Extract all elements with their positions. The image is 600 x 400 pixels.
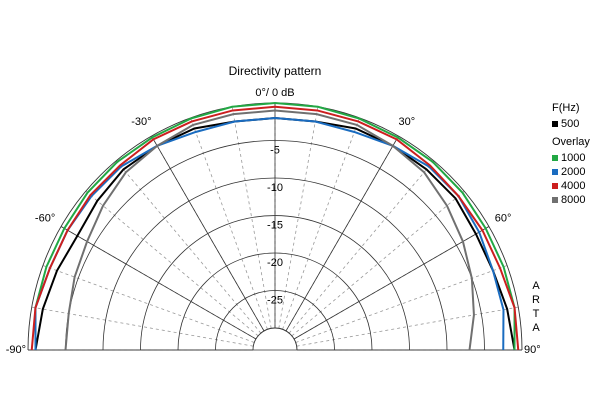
r-tick-label: -5 [270,144,280,156]
r-tick-label: -25 [267,294,283,306]
angle-label: -90° [6,344,26,356]
legend-label: 4000 [561,180,585,192]
ring [140,215,410,351]
watermark: ARTA [530,280,542,336]
ring [102,177,448,351]
ring [215,290,335,351]
legend-swatch [552,183,558,189]
series-line [30,105,520,351]
series-line [64,109,475,351]
r-tick-label: -10 [267,182,283,194]
angle-label: 60° [495,212,512,224]
angle-label: 90° [524,344,541,356]
legend-swatch [552,155,558,161]
series-line [34,101,516,351]
legend-swatch [552,197,558,203]
chart-title: Directivity pattern [229,64,322,78]
r-tick-label: -15 [267,219,283,231]
legend-swatch [552,169,558,175]
legend-label: 2000 [561,166,585,178]
legend-swatch [552,121,558,127]
legend-label: 1000 [561,152,585,164]
overlay-label: Overlay [552,136,590,148]
ring [177,252,373,351]
legend-label: 8000 [561,194,585,206]
legend-label: 500 [561,118,579,130]
legend-title: F(Hz) [552,102,580,114]
r-tick-label: -20 [267,257,283,269]
zero-label: 0°/ 0 dB [255,87,294,99]
ring [65,140,485,351]
angle-label: 30° [399,116,416,128]
angle-label: -30° [131,116,151,128]
ring [252,327,298,351]
angle-label: -60° [35,212,55,224]
